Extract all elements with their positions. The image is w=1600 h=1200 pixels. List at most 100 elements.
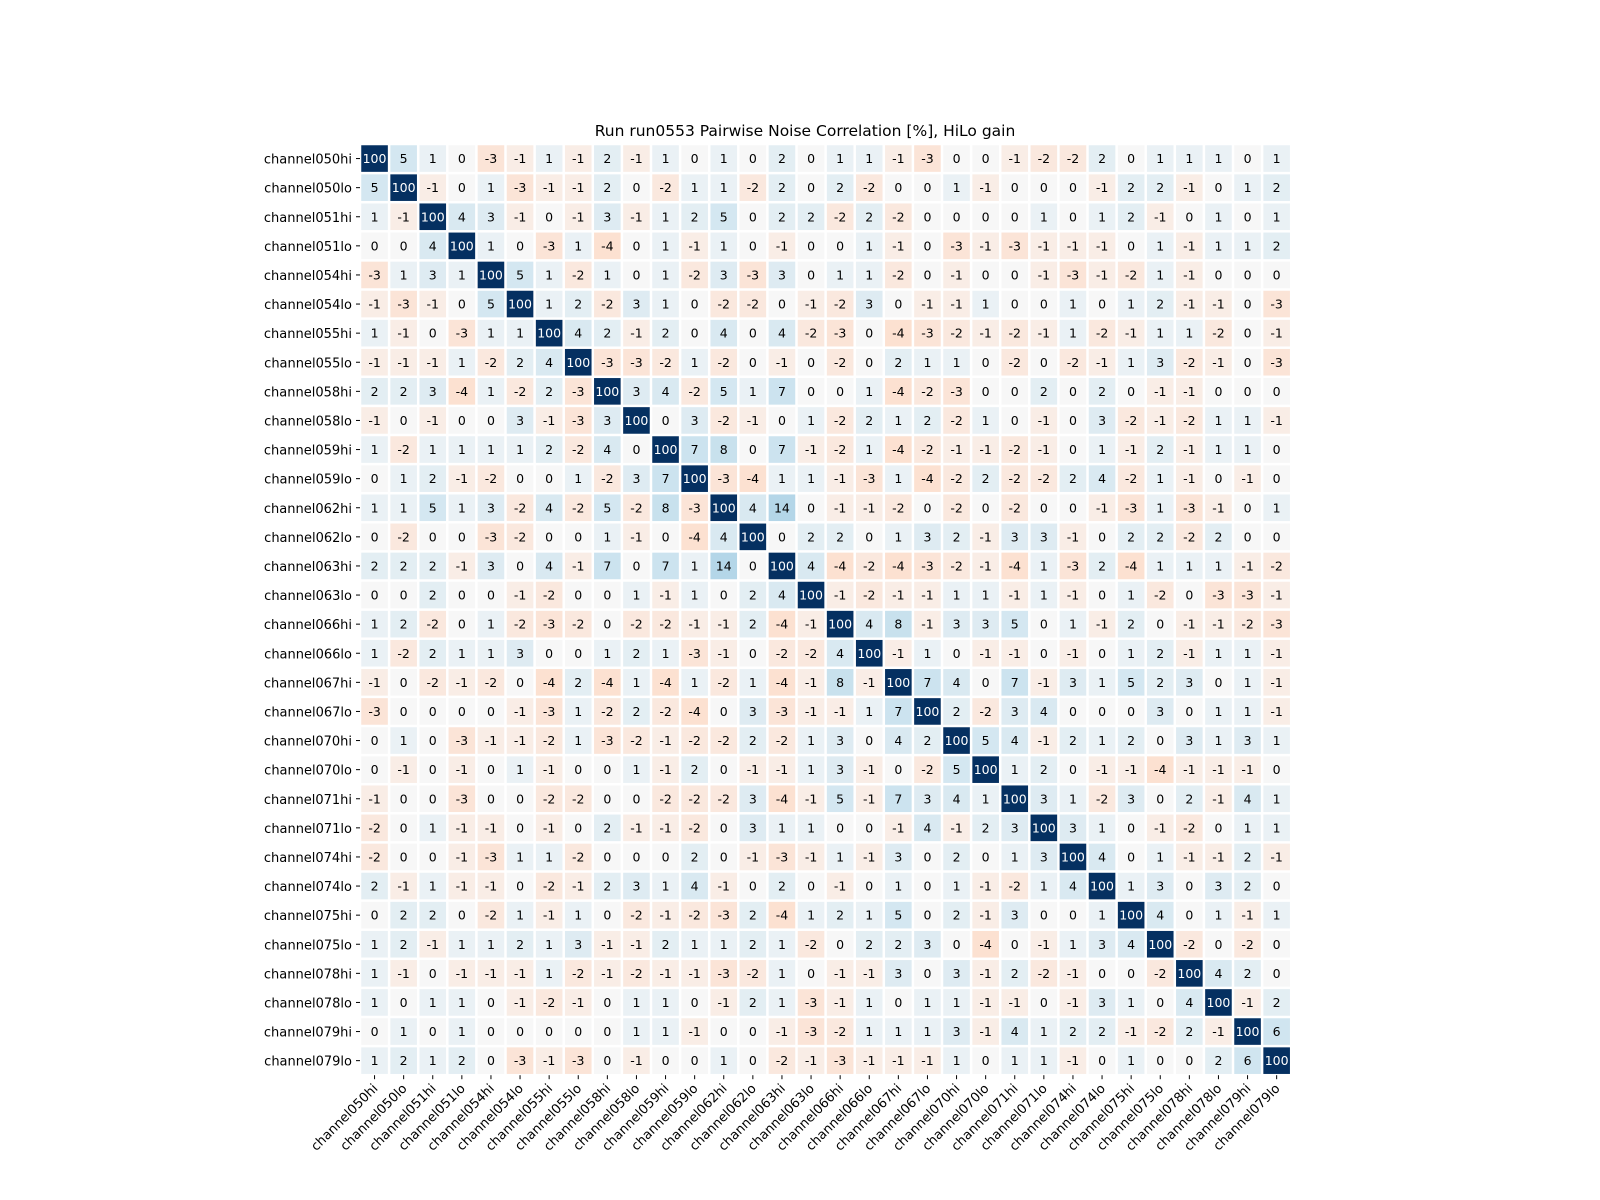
cell-value-label: 4: [923, 820, 931, 835]
cell-value-label: -1: [1009, 995, 1021, 1010]
cell-value-label: 3: [632, 471, 640, 486]
cell-value-label: 0: [982, 849, 990, 864]
heatmap-cell: [361, 872, 388, 900]
heatmap-cell: [361, 319, 388, 347]
heatmap-cell: [1117, 581, 1145, 609]
cell-value-label: 3: [1185, 733, 1193, 748]
cell-value-label: -2: [659, 704, 671, 719]
heatmap-cell: [826, 319, 854, 347]
cell-value-label: 3: [1011, 820, 1019, 835]
cell-value-label: 2: [1040, 384, 1048, 399]
heatmap-cell: [419, 145, 447, 172]
cell-value-label: -3: [1125, 500, 1137, 515]
cell-value-label: -4: [834, 558, 847, 573]
heatmap-cell: [594, 727, 621, 754]
heatmap-cell: [681, 669, 708, 696]
cell-value-label: -1: [1270, 704, 1282, 719]
heatmap-cell: [855, 290, 883, 318]
heatmap-cell: [623, 669, 650, 696]
heatmap-cell: [972, 989, 999, 1016]
heatmap-cell: [1263, 465, 1290, 492]
cell-value-label: -1: [514, 704, 526, 719]
heatmap-cell: [797, 465, 825, 492]
heatmap-cell: [943, 465, 970, 492]
heatmap-cell: [1001, 232, 1029, 260]
heatmap-cell: [768, 378, 796, 405]
cell-value-label: 1: [894, 1024, 902, 1039]
heatmap-cell: [1146, 523, 1174, 551]
cell-value-label: 100: [916, 704, 940, 719]
cell-value-label: 1: [720, 937, 728, 952]
heatmap-cell: [1234, 407, 1261, 434]
heatmap-cell: [361, 698, 388, 725]
heatmap-cell: [419, 378, 447, 405]
heatmap-cell: [1001, 319, 1029, 347]
cell-value-label: -1: [892, 820, 904, 835]
cell-value-label: 0: [400, 675, 408, 690]
heatmap-cell: [564, 174, 592, 201]
heatmap-cell: [1001, 348, 1029, 376]
cell-value-label: -4: [1009, 558, 1022, 573]
cell-value-label: -3: [1241, 588, 1253, 603]
cell-value-label: -2: [601, 471, 613, 486]
cell-value-label: -2: [718, 413, 730, 428]
heatmap-cell: [1205, 319, 1232, 347]
heatmap-cell: [506, 145, 534, 172]
cell-value-label: -2: [485, 471, 497, 486]
cell-value-label: -1: [979, 995, 991, 1010]
heatmap-cell: [1030, 901, 1058, 929]
heatmap-cell: [390, 901, 417, 929]
cell-value-label: 0: [691, 995, 699, 1010]
heatmap-cell: [1088, 232, 1116, 260]
cell-value-label: 1: [1098, 442, 1106, 457]
cell-value-label: -1: [747, 413, 759, 428]
heatmap-cell: [1176, 872, 1203, 900]
heatmap-cell: [361, 930, 388, 958]
heatmap-cell: [855, 407, 883, 434]
cell-value-label: 0: [836, 238, 844, 253]
heatmap-cell: [855, 203, 883, 231]
cell-value-label: 3: [923, 529, 931, 544]
cell-value-label: -1: [514, 733, 526, 748]
cell-value-label: 1: [865, 151, 873, 166]
heatmap-cell: [1059, 581, 1087, 609]
y-tick-label: channel058lo: [264, 414, 352, 429]
cell-value-label: 1: [1098, 733, 1106, 748]
cell-value-label: 1: [400, 471, 408, 486]
cell-value-label: -2: [1241, 937, 1253, 952]
cell-value-label: -1: [1212, 791, 1224, 806]
heatmap-cell: [1001, 581, 1029, 609]
heatmap-cell: [594, 1047, 621, 1074]
cell-value-label: 0: [1127, 704, 1135, 719]
cell-value-label: 1: [836, 849, 844, 864]
heatmap-cell: [1176, 523, 1203, 551]
heatmap-cell: [1088, 174, 1116, 201]
cell-value-label: -1: [805, 704, 817, 719]
heatmap-cell: [768, 814, 796, 842]
heatmap-cell: [477, 669, 505, 696]
cell-value-label: 1: [429, 879, 437, 894]
cell-value-label: 1: [1214, 413, 1222, 428]
cell-value-label: 0: [1214, 180, 1222, 195]
heatmap-cell: [797, 290, 825, 318]
cell-value-label: -1: [805, 791, 817, 806]
heatmap-cell: [826, 436, 854, 463]
heatmap-cell: [1001, 1047, 1029, 1074]
heatmap-cell: [448, 698, 476, 725]
heatmap-cell: [361, 785, 388, 813]
heatmap-cell: [797, 552, 825, 580]
cell-value-label: 1: [1214, 238, 1222, 253]
cell-value-label: 0: [545, 529, 553, 544]
heatmap-cell: [1030, 494, 1058, 522]
heatmap-cell: [652, 669, 679, 696]
cell-value-label: -2: [368, 820, 380, 835]
cell-value-label: -3: [805, 1024, 817, 1039]
heatmap-cell: [885, 232, 912, 260]
cell-value-label: -2: [1183, 355, 1195, 370]
heatmap-cell: [855, 843, 883, 871]
cell-value-label: 1: [662, 879, 670, 894]
cell-value-label: -2: [950, 413, 962, 428]
cell-value-label: -1: [427, 355, 439, 370]
cell-value-label: -2: [776, 646, 788, 661]
heatmap-cell: [768, 901, 796, 929]
